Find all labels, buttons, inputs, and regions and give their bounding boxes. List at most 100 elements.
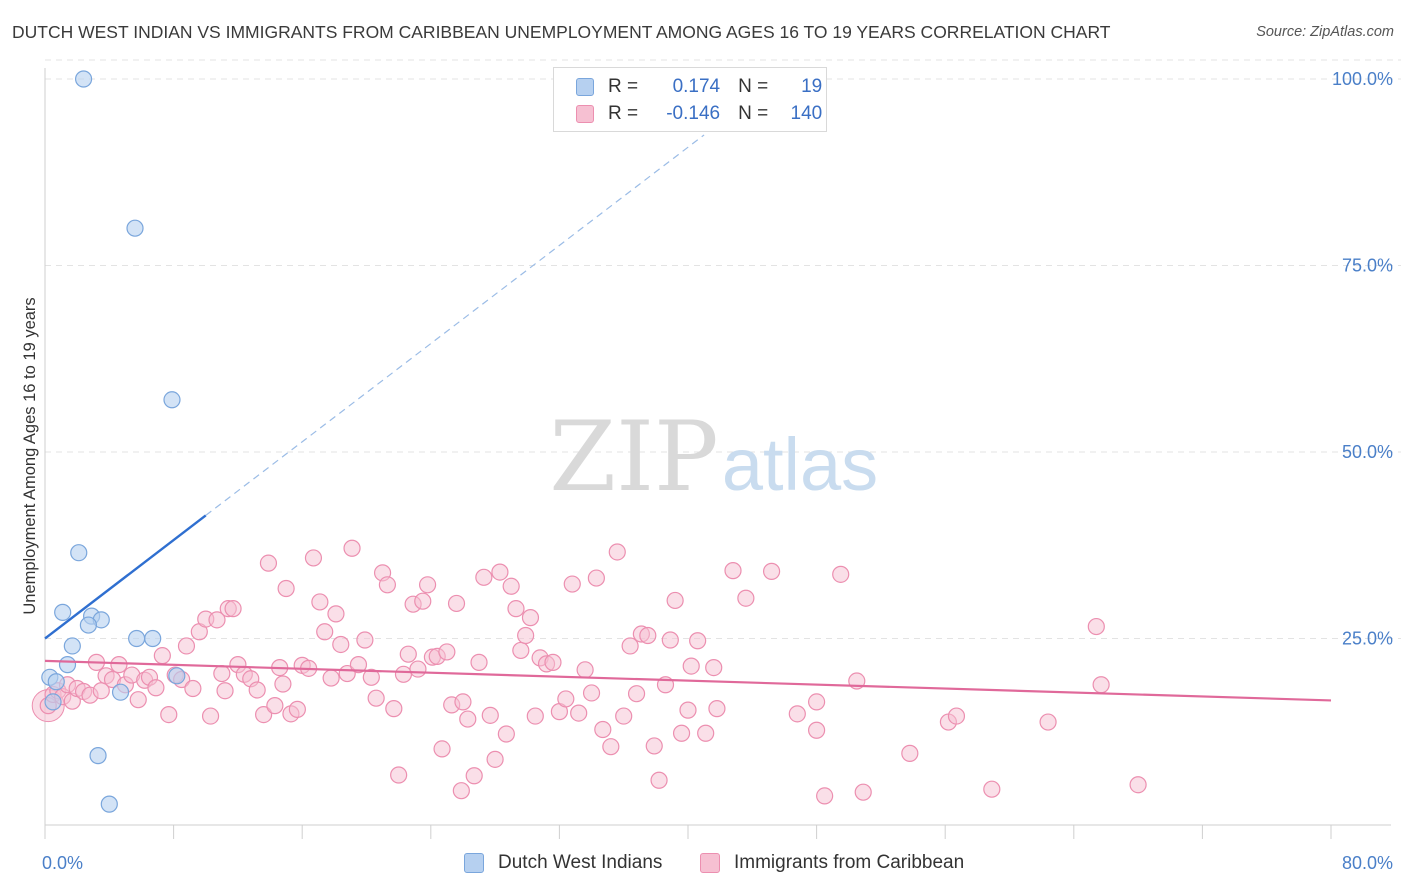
pink-point — [390, 766, 408, 784]
pink-point — [582, 684, 601, 702]
pink-point — [947, 707, 966, 725]
pink-point — [697, 724, 715, 742]
pink-point — [901, 744, 919, 762]
x-tick-label: 0.0% — [42, 853, 83, 873]
blue-point — [128, 629, 146, 648]
blue-point — [58, 656, 77, 674]
blue-point — [47, 673, 65, 691]
y-tick-label: 75.0% — [1342, 256, 1393, 276]
pink-trend-line — [44, 659, 1332, 702]
pink-point — [491, 563, 509, 581]
pink-point — [521, 609, 540, 627]
blue-trend-extension — [205, 134, 705, 516]
blue-point — [54, 603, 72, 621]
pink-point — [689, 632, 707, 650]
pink-point — [316, 623, 334, 641]
legend-swatch-blue — [464, 853, 484, 873]
pink-point — [288, 700, 306, 718]
pink-point — [177, 637, 196, 655]
trend-lines — [44, 134, 1332, 702]
pink-point — [497, 725, 515, 743]
pink-point — [762, 562, 781, 580]
legend-item-dutch-west-indians[interactable]: Dutch West Indians — [464, 852, 662, 874]
blue-point — [63, 637, 81, 655]
pink-point — [807, 721, 826, 739]
tick-labels: 25.0% 50.0% 75.0% 100.0% 0.0% 80.0% — [42, 69, 1393, 873]
pink-point — [517, 626, 535, 645]
pink-point — [459, 710, 477, 728]
pink-point — [418, 576, 437, 594]
blue-point — [79, 616, 98, 634]
pink-point — [737, 589, 755, 607]
pink-point — [304, 549, 323, 567]
pink-point — [385, 700, 403, 718]
pink-point — [645, 737, 663, 755]
x-tick-label: 80.0% — [1342, 853, 1393, 873]
pink-point — [512, 641, 530, 660]
blue-point — [74, 70, 93, 88]
legend-r-value-blue: 0.174 — [672, 76, 721, 97]
pink-point — [433, 740, 451, 758]
pink-point — [563, 575, 581, 593]
pink-point — [110, 656, 128, 674]
pink-point — [343, 539, 361, 557]
y-tick-label: 50.0% — [1342, 442, 1393, 462]
pink-point — [570, 704, 588, 722]
pink-point — [367, 689, 385, 707]
blue-point — [144, 629, 162, 648]
pink-point — [832, 565, 850, 583]
pink-point — [661, 631, 679, 649]
blue-points — [41, 70, 186, 813]
grid-lines — [45, 59, 1401, 639]
legend-label-pink: Immigrants from Caribbean — [734, 852, 965, 873]
pink-point — [594, 720, 612, 739]
pink-point — [414, 592, 432, 610]
pink-point — [465, 767, 483, 785]
pink-point — [153, 647, 171, 665]
pink-point — [708, 700, 726, 718]
pink-point — [147, 679, 165, 697]
legend-row-blue: R = 0.174 N = 19 — [576, 75, 822, 99]
pink-point — [788, 705, 806, 723]
legend-swatch-blue — [576, 78, 594, 96]
pink-point — [679, 701, 697, 719]
pink-point — [602, 738, 620, 756]
pink-point — [587, 569, 605, 587]
pink-point — [129, 691, 147, 709]
pink-point — [216, 682, 234, 700]
blue-point — [100, 795, 118, 813]
legend-n-label: N = — [738, 76, 769, 97]
blue-point — [89, 747, 107, 765]
pink-point — [666, 591, 684, 610]
pink-point — [816, 787, 834, 805]
chart-title: DUTCH WEST INDIAN VS IMMIGRANTS FROM CAR… — [12, 22, 1111, 42]
pink-point — [438, 643, 456, 661]
pink-point — [650, 771, 668, 789]
pink-point — [332, 635, 350, 654]
pink-point — [544, 653, 562, 671]
pink-points — [31, 539, 1147, 805]
legend-swatch-pink — [700, 853, 720, 873]
y-tick-label: 100.0% — [1332, 69, 1393, 89]
chart-source: Source: ZipAtlas.com — [1256, 24, 1394, 40]
series-legend: Dutch West Indians Immigrants from Carib… — [0, 852, 1406, 878]
pink-point — [224, 600, 242, 618]
pink-point — [682, 657, 700, 675]
pink-point — [266, 697, 284, 715]
legend-item-immigrants-from-caribbean[interactable]: Immigrants from Caribbean — [700, 852, 964, 874]
legend-swatch-pink — [576, 105, 594, 123]
pink-point — [983, 780, 1001, 798]
pink-point — [1129, 776, 1147, 794]
pink-point — [1039, 713, 1057, 731]
pink-point — [1092, 676, 1110, 694]
blue-point — [111, 683, 130, 701]
pink-point — [349, 656, 368, 674]
pink-point — [274, 675, 292, 693]
legend-row-pink: R = -0.146 N = 140 — [576, 102, 822, 126]
pink-point — [507, 600, 525, 618]
blue-point — [44, 693, 62, 711]
pink-point — [184, 679, 202, 698]
pink-point — [621, 637, 639, 655]
watermark-atlas: atlas — [722, 423, 878, 506]
